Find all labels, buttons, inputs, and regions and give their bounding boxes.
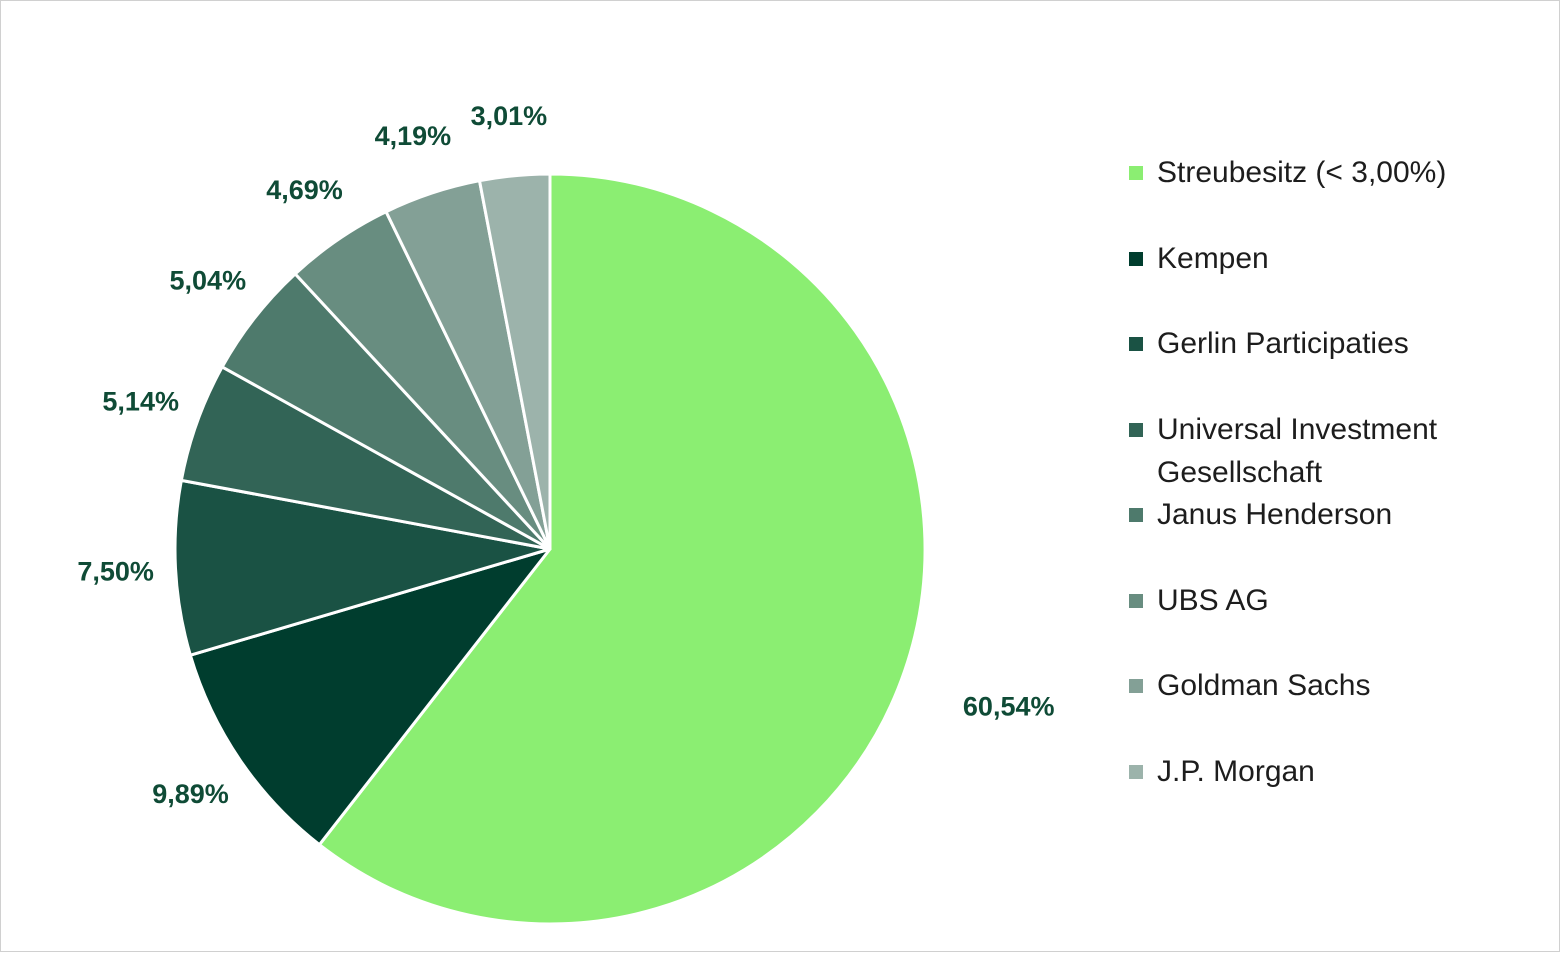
slice-label-streubesitz-3-00: 60,54% <box>963 692 1055 722</box>
legend-item-gerlin-participaties: Gerlin Participaties <box>1129 322 1497 365</box>
legend-swatch <box>1129 166 1143 180</box>
legend-item-j-p-morgan: J.P. Morgan <box>1129 750 1497 793</box>
slice-label-universal-investment-gesellschaft: 5,14% <box>102 387 179 417</box>
legend-swatch <box>1129 422 1143 437</box>
legend-label: UBS AG <box>1157 583 1269 617</box>
legend-item-ubs-ag: UBS AG <box>1129 579 1497 622</box>
legend-swatch <box>1129 593 1143 608</box>
legend-label: Kempen <box>1157 241 1269 275</box>
legend-item-goldman-sachs: Goldman Sachs <box>1129 664 1497 707</box>
legend-label: J.P. Morgan <box>1157 754 1315 788</box>
pie-slice-gerlin-participaties <box>173 478 552 657</box>
pie-slices <box>173 172 927 926</box>
legend-swatch <box>1129 764 1143 779</box>
legend-label: Streubesitz (< 3,00%) <box>1157 156 1447 189</box>
pie-slice-kempen <box>188 547 552 847</box>
legend-label: Goldman Sachs <box>1157 669 1371 702</box>
legend-item-universal-investment-gesellschaft: Universal Investment Gesellschaft <box>1129 408 1497 494</box>
legend-swatch <box>1129 337 1143 351</box>
legend-swatch <box>1129 251 1143 266</box>
legend-item-kempen: Kempen <box>1129 237 1497 280</box>
legend-swatch <box>1129 679 1143 693</box>
slice-label-goldman-sachs: 4,19% <box>375 121 452 151</box>
legend-swatch <box>1129 508 1143 522</box>
legend-item-janus-henderson: Janus Henderson <box>1129 493 1497 536</box>
legend-label: Gerlin Participaties <box>1157 327 1409 360</box>
pie-labels: 60,54% 9,89% 7,50% 5,14% 5,04% 4,69% 4,19% 3,01… <box>77 101 1054 809</box>
legend-label: Universal Investment Gesellschaft <box>1157 412 1438 489</box>
slice-label-janus-henderson: 5,04% <box>170 265 247 295</box>
pie-slice-streubesitz-3-00 <box>317 172 927 926</box>
slice-label-kempen: 9,89% <box>152 779 229 809</box>
legend-label: Janus Henderson <box>1157 498 1393 531</box>
slice-label-ubs-ag: 4,69% <box>266 175 343 205</box>
pie-slice-j-p-morgan <box>478 172 552 551</box>
legend-item-streubesitz-3-00: Streubesitz (< 3,00%) <box>1129 151 1497 194</box>
slice-label-gerlin-participaties: 7,50% <box>77 556 154 586</box>
slice-label-j-p-morgan: 3,01% <box>471 101 548 131</box>
